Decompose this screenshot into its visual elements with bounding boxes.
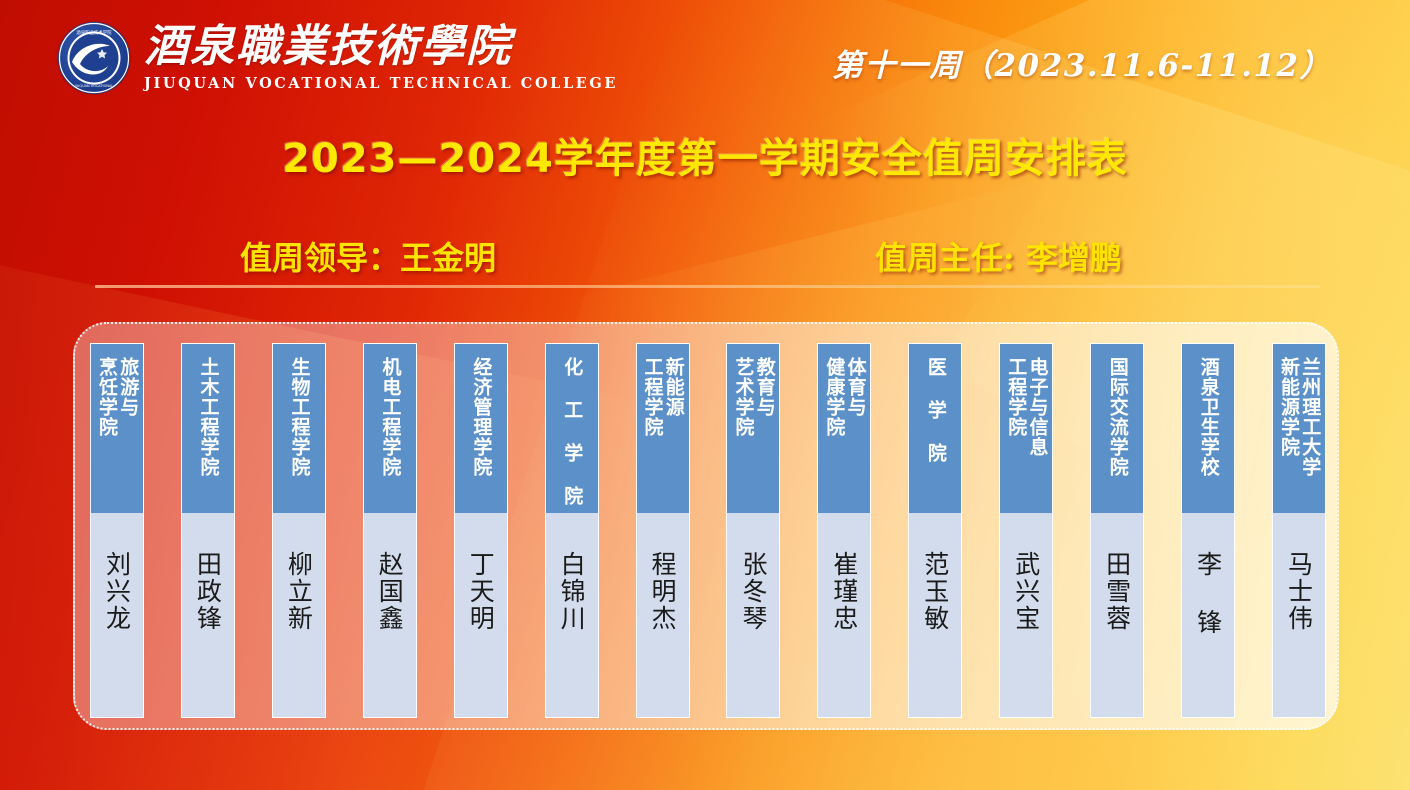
department-card-header: 化 工 学 院 <box>544 343 599 513</box>
logo-english-name: JIUQUAN VOCATIONAL TECHNICAL COLLEGE <box>144 74 619 92</box>
college-logo: 酒泉职业技术学院 JIUQUAN VOCATIONAL 酒泉職業技術學院 JIU… <box>58 22 618 94</box>
duty-leader-label: 值周领导：王金明 <box>240 239 497 277</box>
department-name-line: 生物工程学院 <box>288 357 311 477</box>
department-card-body: 丁天明 <box>453 513 508 718</box>
department-card-header: 体育与 健康学院 <box>817 343 872 513</box>
department-name-line: 体育与 <box>844 357 867 417</box>
department-card[interactable]: 教育与 艺术学院 张冬琴 <box>726 343 781 718</box>
duty-person-name: 武兴宝 <box>1011 551 1041 632</box>
department-card-header: 经济管理学院 <box>453 343 508 513</box>
department-card-body: 田雪蓉 <box>1090 513 1145 718</box>
department-card[interactable]: 旅游与 烹饪学院 刘兴龙 <box>90 343 144 718</box>
week-label: 第十一周（2023.11.6-11.12） <box>831 48 1332 84</box>
department-card[interactable]: 机电工程学院 赵国鑫 <box>362 343 417 718</box>
department-name-line: 工程学院 <box>1005 357 1028 437</box>
page-title: 2023—2024学年度第一学期安全值周安排表 <box>282 136 1128 182</box>
duty-manager-label: 值周主任: 李增鹏 <box>875 239 1122 277</box>
department-card[interactable]: 兰州理工大学 新能源学院 马士伟 <box>1271 343 1326 718</box>
duty-person-name: 刘兴龙 <box>102 551 132 632</box>
department-card[interactable]: 生物工程学院 柳立新 <box>271 343 326 718</box>
department-card-body: 白锦川 <box>544 513 599 718</box>
duty-person-name: 丁天明 <box>466 551 496 632</box>
department-name-line: 新能源 <box>662 357 685 417</box>
page-header: 酒泉职业技术学院 JIUQUAN VOCATIONAL 酒泉職業技術學院 JIU… <box>0 0 1410 120</box>
department-card-body: 柳立新 <box>271 513 326 718</box>
department-name-line: 经济管理学院 <box>470 357 493 477</box>
department-card-header: 国际交流学院 <box>1090 343 1145 513</box>
department-name-line: 艺术学院 <box>732 357 755 437</box>
duty-person-name: 田雪蓉 <box>1102 551 1132 632</box>
department-name-line: 新能源学院 <box>1277 357 1300 457</box>
department-card-body: 马士伟 <box>1271 513 1326 718</box>
department-card-body: 范玉敏 <box>908 513 963 718</box>
department-card[interactable]: 国际交流学院 田雪蓉 <box>1090 343 1145 718</box>
svg-text:JIUQUAN VOCATIONAL: JIUQUAN VOCATIONAL <box>74 84 114 88</box>
department-name-line: 烹饪学院 <box>96 357 118 437</box>
department-card-body: 武兴宝 <box>999 513 1054 718</box>
department-card-body: 程明杰 <box>635 513 690 718</box>
duty-person-name: 张冬琴 <box>738 551 768 632</box>
department-name-line: 教育与 <box>753 357 776 417</box>
department-card-header: 旅游与 烹饪学院 <box>90 343 144 513</box>
department-card[interactable]: 化 工 学 院 白锦川 <box>544 343 599 718</box>
department-name-line: 酒泉卫生学校 <box>1197 357 1220 477</box>
department-card[interactable]: 电子与信息 工程学院 武兴宝 <box>999 343 1054 718</box>
department-card-body: 田政锋 <box>180 513 235 718</box>
department-name-line: 土木工程学院 <box>197 357 220 477</box>
department-card-header: 机电工程学院 <box>362 343 417 513</box>
department-card[interactable]: 新能源 工程学院 程明杰 <box>635 343 690 718</box>
department-card-header: 土木工程学院 <box>180 343 235 513</box>
department-card-body: 刘兴龙 <box>90 513 144 718</box>
department-name-line: 兰州理工大学 <box>1299 357 1322 477</box>
department-card-header: 医 学 院 <box>908 343 963 513</box>
logo-chinese-name: 酒泉職業技術學院 <box>144 21 512 73</box>
duty-person-name: 田政锋 <box>193 551 223 632</box>
department-card-header: 生物工程学院 <box>271 343 326 513</box>
department-name-line: 健康学院 <box>823 357 846 437</box>
department-card-header: 电子与信息 工程学院 <box>999 343 1054 513</box>
department-name-line: 旅游与 <box>117 357 140 417</box>
department-name-line: 电子与信息 <box>1026 357 1049 457</box>
department-card-body: 李 锋 <box>1181 513 1236 718</box>
department-name-line: 工程学院 <box>641 357 664 437</box>
department-name-line: 机电工程学院 <box>379 357 402 477</box>
department-card[interactable]: 土木工程学院 田政锋 <box>180 343 235 718</box>
department-card-body: 崔瑾忠 <box>817 513 872 718</box>
department-card-body: 赵国鑫 <box>362 513 417 718</box>
department-card[interactable]: 医 学 院 范玉敏 <box>908 343 963 718</box>
department-card[interactable]: 经济管理学院 丁天明 <box>453 343 508 718</box>
duty-person-name: 赵国鑫 <box>375 551 405 632</box>
department-card-header: 教育与 艺术学院 <box>726 343 781 513</box>
header-divider <box>95 285 1320 288</box>
department-name-line: 国际交流学院 <box>1106 357 1129 477</box>
duty-person-name: 程明杰 <box>648 551 678 632</box>
schedule-panel: 旅游与 烹饪学院 刘兴龙 土木工程学院 田政锋 生物工程学院 <box>73 322 1339 730</box>
department-card-header: 新能源 工程学院 <box>635 343 690 513</box>
department-card-header: 兰州理工大学 新能源学院 <box>1271 343 1326 513</box>
department-card-list: 旅游与 烹饪学院 刘兴龙 土木工程学院 田政锋 生物工程学院 <box>90 343 1326 718</box>
duty-person-name: 马士伟 <box>1284 551 1314 632</box>
college-emblem-icon: 酒泉职业技术学院 JIUQUAN VOCATIONAL <box>58 22 130 94</box>
duty-person-name: 白锦川 <box>557 551 587 632</box>
svg-text:酒泉职业技术学院: 酒泉职业技术学院 <box>76 29 112 36</box>
duty-person-name: 李 锋 <box>1193 551 1223 636</box>
department-card-body: 张冬琴 <box>726 513 781 718</box>
duty-person-name: 范玉敏 <box>920 551 950 632</box>
duty-person-name: 崔瑾忠 <box>829 551 859 632</box>
department-card[interactable]: 酒泉卫生学校 李 锋 <box>1181 343 1236 718</box>
department-name-line: 医 学 院 <box>924 357 947 463</box>
department-card-header: 酒泉卫生学校 <box>1181 343 1236 513</box>
department-name-line: 化 工 学 院 <box>561 357 584 506</box>
duty-person-name: 柳立新 <box>284 551 314 632</box>
department-card[interactable]: 体育与 健康学院 崔瑾忠 <box>817 343 872 718</box>
